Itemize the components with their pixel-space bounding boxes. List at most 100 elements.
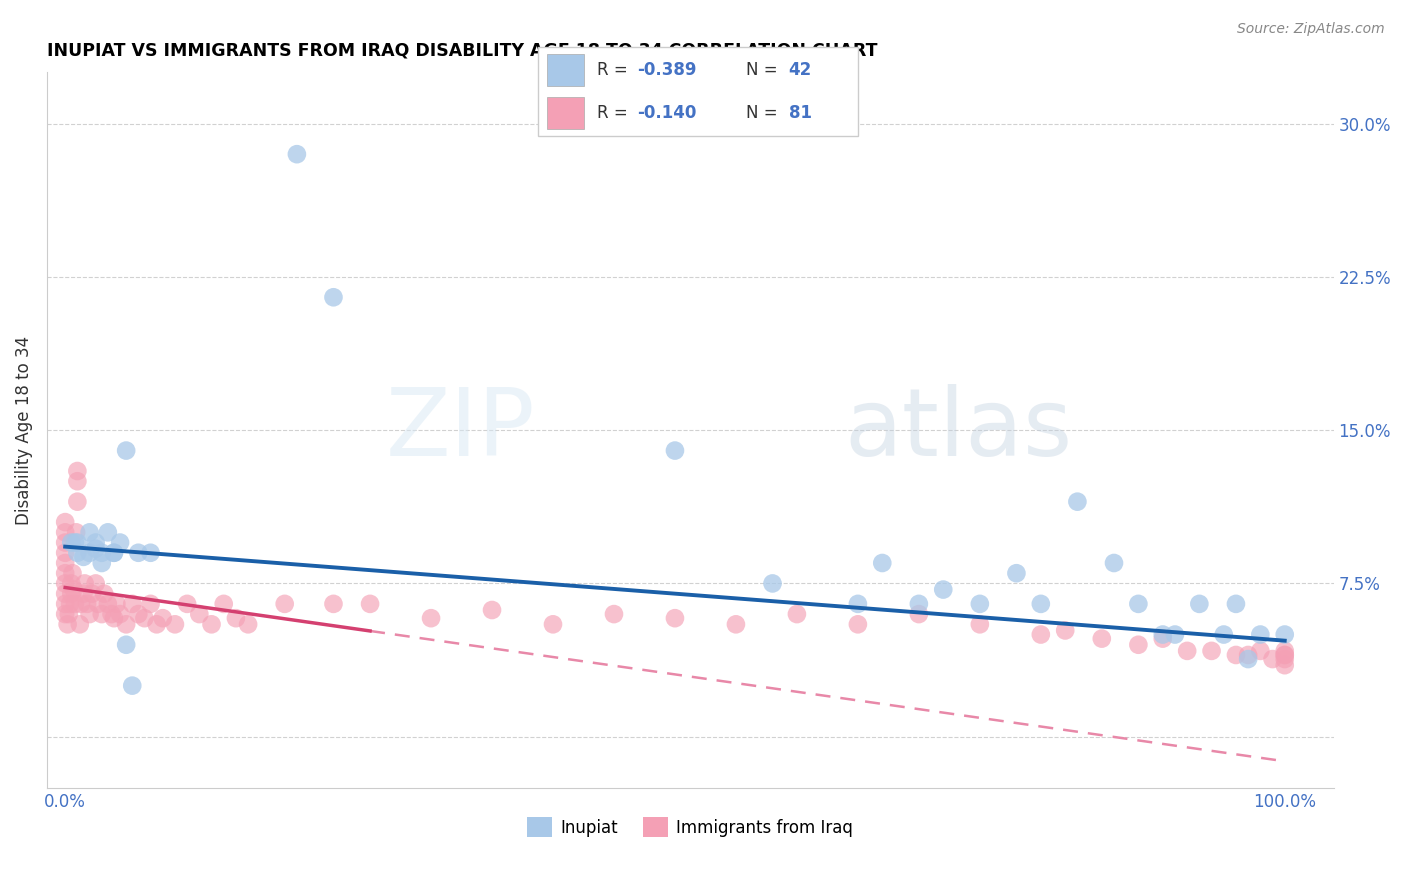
Point <box>66 546 89 560</box>
Point <box>1274 648 1296 662</box>
Point <box>1175 644 1198 658</box>
Point <box>87 597 110 611</box>
Point <box>1249 627 1271 641</box>
Text: N =: N = <box>745 61 783 78</box>
Point <box>97 597 120 611</box>
Text: ZIP: ZIP <box>387 384 536 476</box>
Point <box>322 597 344 611</box>
Point <box>1029 627 1052 641</box>
Point <box>908 597 931 611</box>
Point <box>1237 652 1260 666</box>
Point <box>1128 638 1150 652</box>
Point <box>1201 644 1223 658</box>
Point <box>1274 627 1296 641</box>
Point <box>1188 597 1211 611</box>
Point <box>145 617 167 632</box>
Point <box>53 566 76 581</box>
Point <box>139 597 162 611</box>
Point <box>72 549 94 564</box>
Bar <box>547 54 583 86</box>
Point <box>60 587 83 601</box>
Text: 81: 81 <box>789 104 811 122</box>
Point <box>1029 597 1052 611</box>
Legend: Inupiat, Immigrants from Iraq: Inupiat, Immigrants from Iraq <box>520 810 860 844</box>
Point <box>70 597 93 611</box>
Point <box>53 587 76 601</box>
Point <box>60 576 83 591</box>
Point <box>1261 652 1284 666</box>
Point <box>103 546 125 560</box>
Point <box>53 525 76 540</box>
Text: R =: R = <box>598 104 633 122</box>
Point <box>236 617 259 632</box>
Point <box>127 607 149 621</box>
Point <box>200 617 222 632</box>
Point <box>724 617 747 632</box>
Point <box>139 546 162 560</box>
Point <box>80 587 103 601</box>
Point <box>103 611 125 625</box>
Point <box>1054 624 1077 638</box>
Point <box>1225 597 1247 611</box>
Bar <box>547 97 583 129</box>
Point <box>541 617 564 632</box>
Point <box>121 679 143 693</box>
Point <box>1128 597 1150 611</box>
Point <box>1274 652 1296 666</box>
Point <box>134 611 156 625</box>
Point <box>53 607 76 621</box>
Point <box>846 617 869 632</box>
Point <box>121 597 143 611</box>
Point <box>73 576 96 591</box>
Text: Source: ZipAtlas.com: Source: ZipAtlas.com <box>1237 22 1385 37</box>
Point <box>359 597 381 611</box>
Point <box>90 556 112 570</box>
Point <box>108 535 131 549</box>
Point <box>603 607 626 621</box>
Point <box>53 546 76 560</box>
Point <box>53 535 76 549</box>
Text: R =: R = <box>598 61 633 78</box>
Text: N =: N = <box>745 104 783 122</box>
Point <box>59 597 82 611</box>
Point <box>115 617 138 632</box>
Point <box>53 576 76 591</box>
Point <box>66 474 89 488</box>
Point <box>1091 632 1114 646</box>
Point <box>53 597 76 611</box>
Point <box>66 535 89 549</box>
Point <box>932 582 955 597</box>
Point <box>79 607 101 621</box>
Point <box>420 611 443 625</box>
Point <box>163 617 186 632</box>
Point <box>1152 632 1174 646</box>
Text: -0.389: -0.389 <box>637 61 696 78</box>
Point <box>1237 648 1260 662</box>
FancyBboxPatch shape <box>537 47 858 136</box>
Point <box>786 607 808 621</box>
Point <box>322 290 344 304</box>
Point <box>225 611 247 625</box>
Point <box>62 566 84 581</box>
Point <box>62 582 84 597</box>
Text: INUPIAT VS IMMIGRANTS FROM IRAQ DISABILITY AGE 18 TO 34 CORRELATION CHART: INUPIAT VS IMMIGRANTS FROM IRAQ DISABILI… <box>46 42 877 60</box>
Point <box>115 638 138 652</box>
Point <box>66 464 89 478</box>
Point <box>127 546 149 560</box>
Point <box>66 494 89 508</box>
Point <box>1225 648 1247 662</box>
Text: -0.140: -0.140 <box>637 104 696 122</box>
Point <box>1066 494 1088 508</box>
Point <box>1102 556 1125 570</box>
Point <box>69 617 91 632</box>
Text: 42: 42 <box>789 61 811 78</box>
Point <box>1152 627 1174 641</box>
Point <box>664 443 686 458</box>
Point <box>188 607 211 621</box>
Point <box>115 443 138 458</box>
Point <box>761 576 783 591</box>
Point <box>285 147 308 161</box>
Point <box>1274 648 1296 662</box>
Point <box>176 597 198 611</box>
Text: atlas: atlas <box>845 384 1073 476</box>
